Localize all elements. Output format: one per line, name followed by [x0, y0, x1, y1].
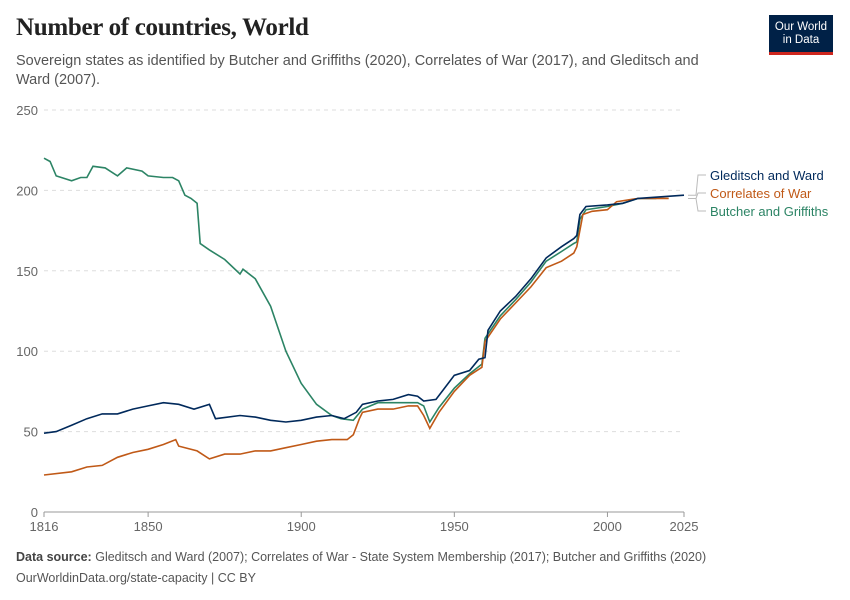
- series-line-gleditsch-and-ward: [43, 194, 685, 434]
- chart-subtitle: Sovereign states as identified by Butche…: [16, 53, 699, 88]
- y-tick-label: 0: [31, 505, 38, 520]
- source-url[interactable]: OurWorldinData.org/state-capacity | CC B…: [16, 571, 256, 585]
- footer: Data source: Gleditsch and Ward (2007); …: [16, 547, 706, 589]
- legend-connector: [688, 197, 706, 212]
- y-tick-label: 50: [24, 425, 38, 440]
- source-label: Data source:: [16, 550, 92, 564]
- chart-title: Number of countries, World: [16, 14, 309, 41]
- x-tick-label: 1816: [30, 519, 59, 534]
- series-line-butcher-and-griffiths: [43, 157, 657, 424]
- y-tick-label: 200: [16, 183, 38, 198]
- x-tick-label: 2000: [593, 519, 622, 534]
- y-tick-label: 100: [16, 344, 38, 359]
- legend-label: Correlates of War: [710, 186, 812, 201]
- x-tick-label: 2025: [670, 519, 699, 534]
- owid-logo[interactable]: Our World in Data: [769, 15, 833, 55]
- legend-label: Butcher and Griffiths: [710, 204, 829, 219]
- y-tick-label: 250: [16, 103, 38, 118]
- x-tick-label: 1900: [287, 519, 316, 534]
- y-tick-label: 150: [16, 264, 38, 279]
- x-tick-label: 1950: [440, 519, 469, 534]
- legend-label: Gleditsch and Ward: [710, 168, 824, 183]
- legend-connector: [688, 174, 706, 196]
- source-text: Gleditsch and Ward (2007); Correlates of…: [95, 550, 707, 564]
- x-tick-label: 1850: [134, 519, 163, 534]
- logo-text: Our World in Data: [774, 20, 828, 46]
- series-line-correlates-of-war: [43, 197, 669, 476]
